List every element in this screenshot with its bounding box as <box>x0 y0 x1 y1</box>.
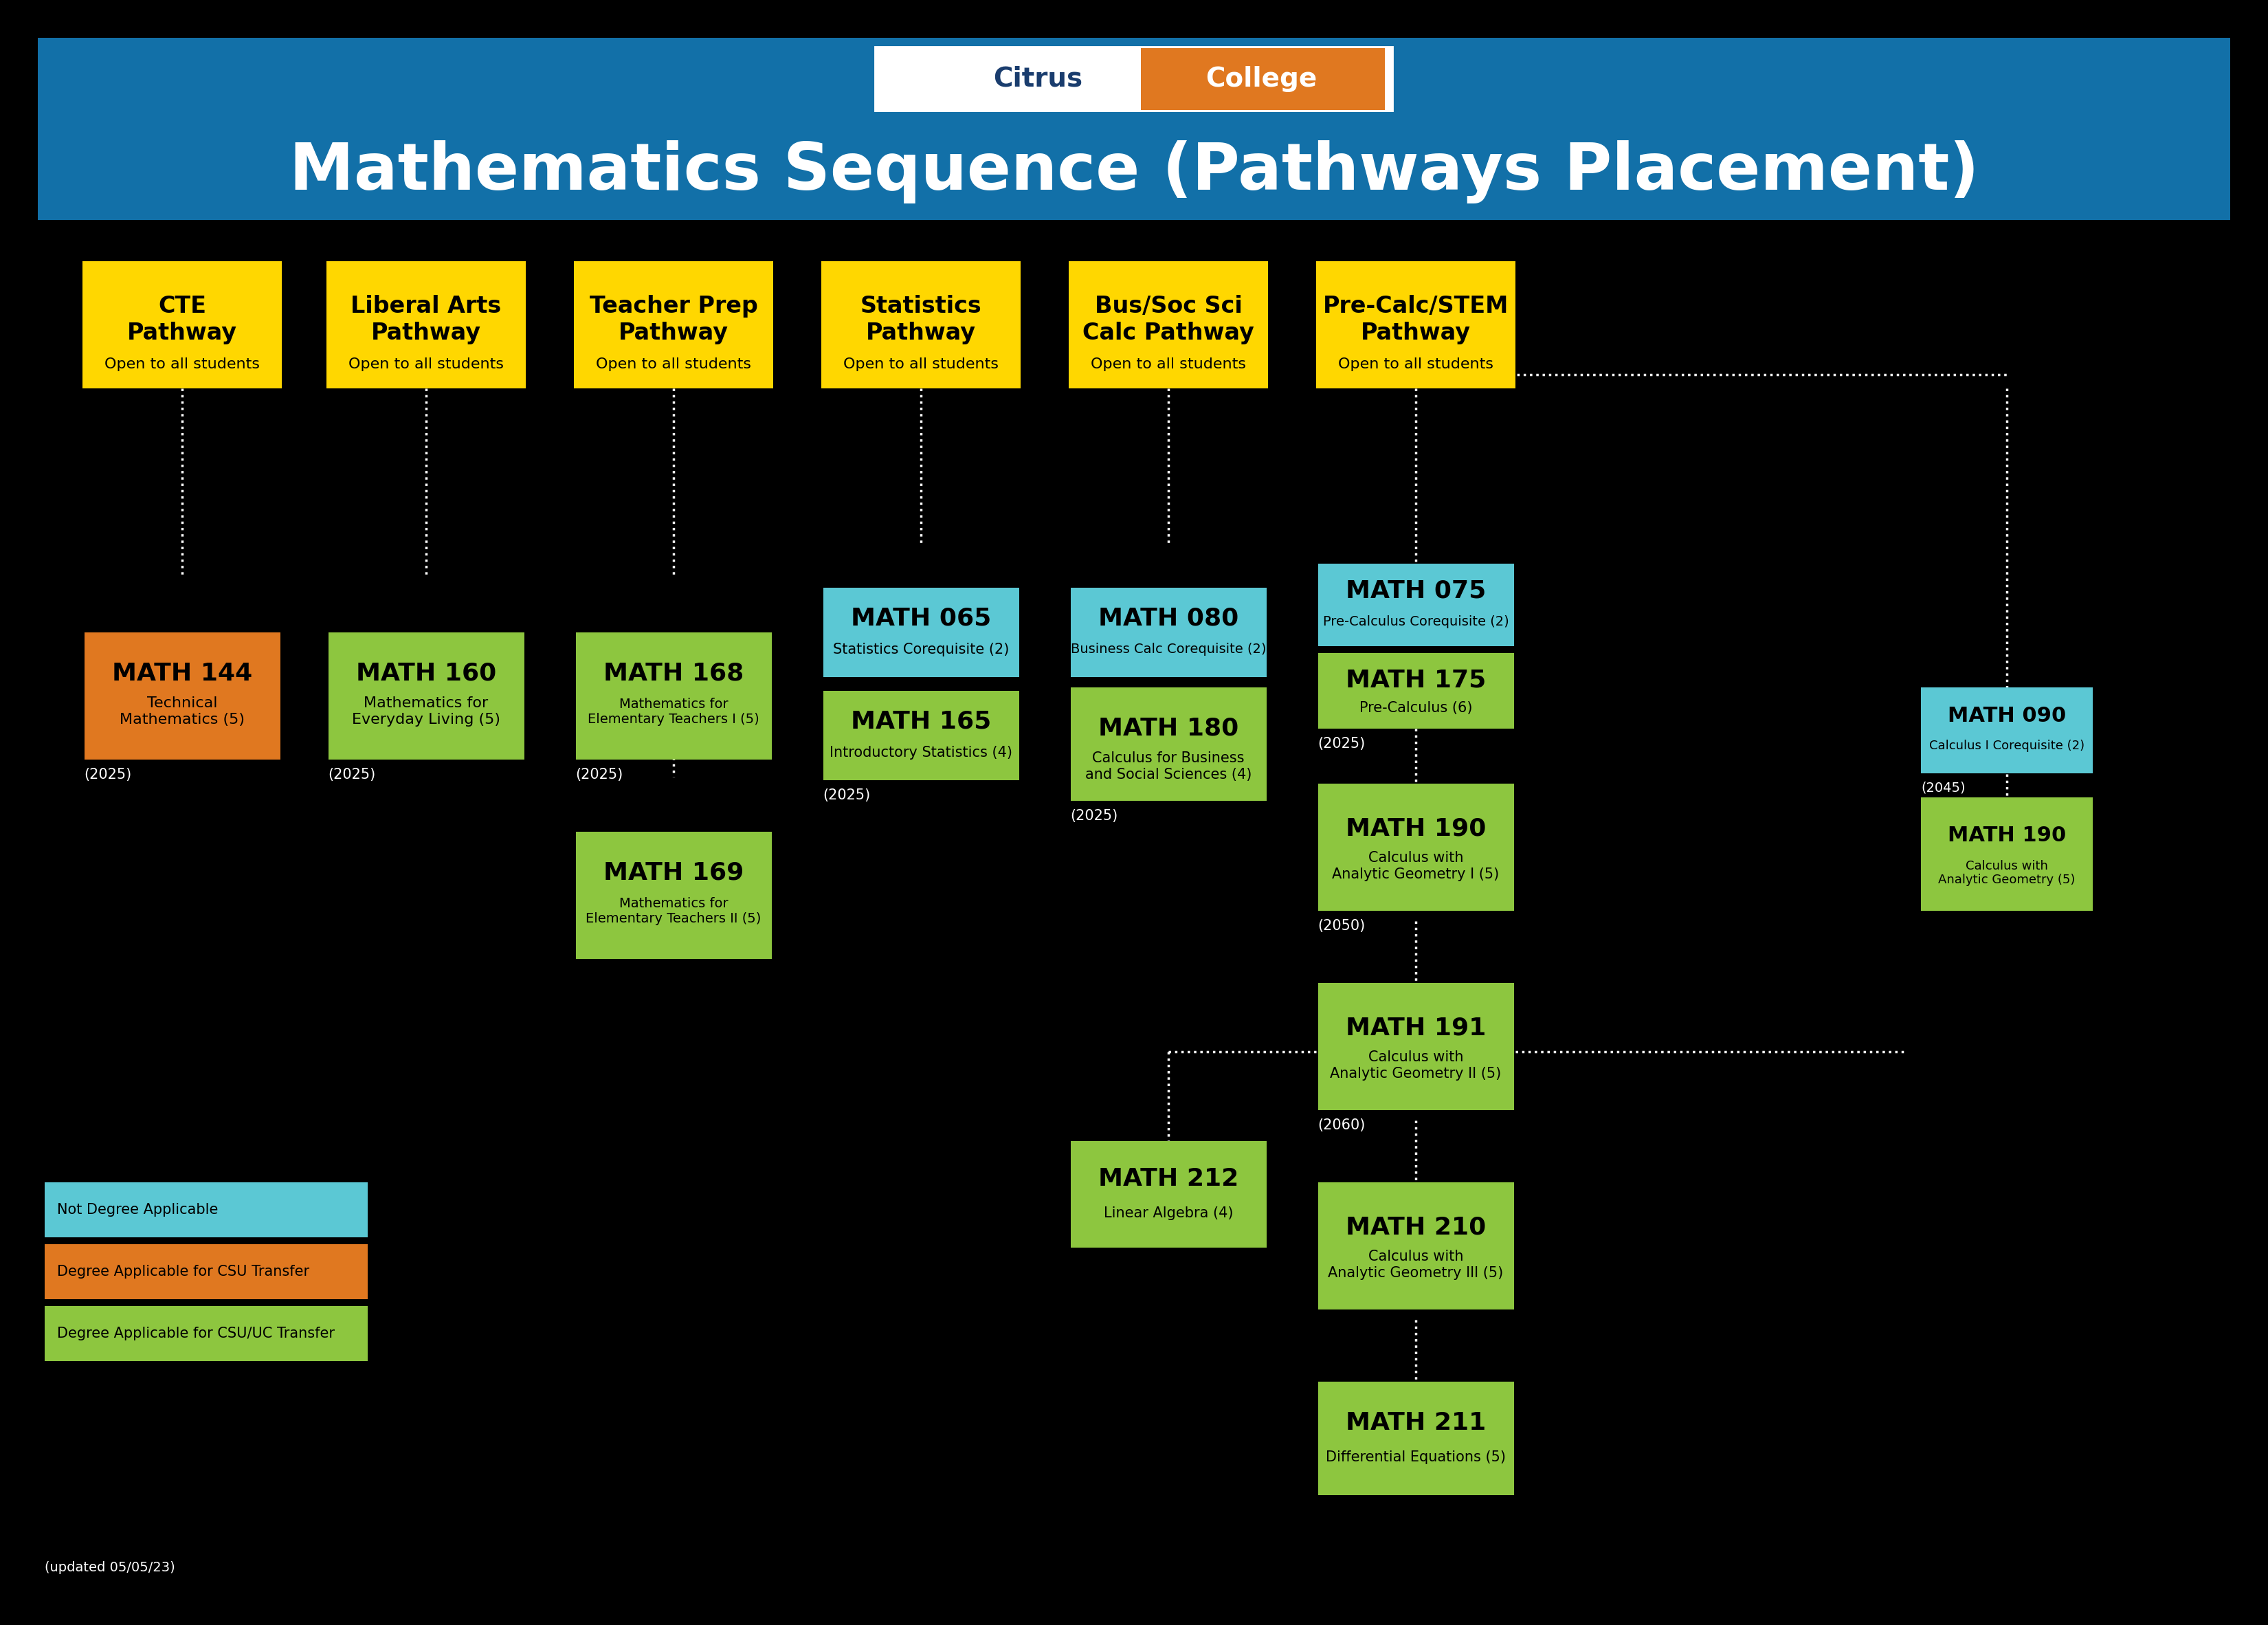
Text: (2045): (2045) <box>1921 782 1966 795</box>
Bar <box>39 37 2229 219</box>
Text: Calculus I Corequisite (2): Calculus I Corequisite (2) <box>1930 739 2084 752</box>
Text: MATH 169: MATH 169 <box>603 861 744 884</box>
Text: CTE
Pathway: CTE Pathway <box>127 296 238 344</box>
Text: MATH 211: MATH 211 <box>1345 1410 1486 1435</box>
Text: Pre-Calc/STEM
Pathway: Pre-Calc/STEM Pathway <box>1322 296 1508 344</box>
Text: Open to all students: Open to all students <box>349 358 503 371</box>
Text: Calculus for Business
and Social Sciences (4): Calculus for Business and Social Science… <box>1084 752 1252 782</box>
Bar <box>1318 783 1513 910</box>
Text: MATH 180: MATH 180 <box>1098 717 1238 741</box>
Bar <box>45 1245 367 1298</box>
Text: MATH 065: MATH 065 <box>850 608 991 630</box>
Text: Statistics Corequisite (2): Statistics Corequisite (2) <box>832 644 1009 656</box>
Bar <box>1318 983 1513 1110</box>
Text: (2025): (2025) <box>84 769 132 782</box>
Bar <box>1318 564 1513 647</box>
Text: Open to all students: Open to all students <box>104 358 261 371</box>
Bar <box>823 691 1018 780</box>
Text: (2025): (2025) <box>1070 809 1118 822</box>
Bar <box>823 588 1018 678</box>
Text: Open to all students: Open to all students <box>844 358 998 371</box>
Text: Calculus with
Analytic Geometry II (5): Calculus with Analytic Geometry II (5) <box>1329 1051 1501 1081</box>
Bar <box>45 1306 367 1362</box>
Bar <box>576 632 771 759</box>
Text: Mathematics Sequence (Pathways Placement): Mathematics Sequence (Pathways Placement… <box>288 140 1980 203</box>
Text: MATH 191: MATH 191 <box>1345 1016 1486 1040</box>
Text: Degree Applicable for CSU/UC Transfer: Degree Applicable for CSU/UC Transfer <box>57 1326 336 1341</box>
Text: College: College <box>1204 67 1318 93</box>
Bar <box>1068 262 1268 388</box>
Bar <box>1070 687 1266 801</box>
Text: Calculus with
Analytic Geometry I (5): Calculus with Analytic Geometry I (5) <box>1331 852 1499 881</box>
Bar <box>1141 49 1386 110</box>
Bar <box>327 262 526 388</box>
Text: (2050): (2050) <box>1318 920 1365 933</box>
Bar <box>574 262 773 388</box>
Bar <box>1318 1183 1513 1310</box>
Text: Business Calc Corequisite (2): Business Calc Corequisite (2) <box>1070 644 1266 656</box>
Text: Pre-Calculus Corequisite (2): Pre-Calculus Corequisite (2) <box>1322 616 1508 629</box>
Text: MATH 190: MATH 190 <box>1948 826 2066 845</box>
Bar <box>1070 588 1266 678</box>
Text: Statistics
Pathway: Statistics Pathway <box>860 296 982 344</box>
Bar <box>82 262 281 388</box>
Text: Bus/Soc Sci
Calc Pathway: Bus/Soc Sci Calc Pathway <box>1082 296 1254 344</box>
Text: Differential Equations (5): Differential Equations (5) <box>1327 1451 1506 1464</box>
Bar <box>821 262 1021 388</box>
Bar <box>45 1183 367 1237</box>
Text: MATH 190: MATH 190 <box>1345 817 1486 840</box>
Text: Liberal Arts
Pathway: Liberal Arts Pathway <box>352 296 501 344</box>
Text: Mathematics for
Elementary Teachers I (5): Mathematics for Elementary Teachers I (5… <box>587 697 760 725</box>
Text: Pre-Calculus (6): Pre-Calculus (6) <box>1359 700 1472 715</box>
Text: MATH 090: MATH 090 <box>1948 707 2066 726</box>
Text: MATH 075: MATH 075 <box>1345 580 1486 603</box>
Text: (2025): (2025) <box>576 769 624 782</box>
Text: MATH 144: MATH 144 <box>111 661 252 686</box>
Text: Teacher Prep
Pathway: Teacher Prep Pathway <box>590 296 758 344</box>
Text: Linear Algebra (4): Linear Algebra (4) <box>1105 1206 1234 1220</box>
Text: Not Degree Applicable: Not Degree Applicable <box>57 1202 218 1217</box>
Text: MATH 210: MATH 210 <box>1345 1215 1486 1238</box>
Bar <box>1921 798 2093 910</box>
Bar <box>1921 687 2093 773</box>
Text: MATH 080: MATH 080 <box>1098 608 1238 630</box>
Text: Calculus with
Analytic Geometry (5): Calculus with Analytic Geometry (5) <box>1939 860 2075 886</box>
Bar <box>1318 653 1513 728</box>
Text: (2025): (2025) <box>1318 736 1365 751</box>
Text: Open to all students: Open to all students <box>1091 358 1245 371</box>
Bar <box>576 832 771 959</box>
Text: Mathematics for
Everyday Living (5): Mathematics for Everyday Living (5) <box>352 697 501 726</box>
Text: MATH 160: MATH 160 <box>356 661 497 686</box>
Text: (2060): (2060) <box>1318 1118 1365 1133</box>
Bar <box>873 44 1395 114</box>
Text: (2025): (2025) <box>823 788 871 803</box>
Text: MATH 212: MATH 212 <box>1098 1167 1238 1191</box>
Text: Open to all students: Open to all students <box>1338 358 1492 371</box>
Text: (2025): (2025) <box>329 769 376 782</box>
Text: Degree Applicable for CSU Transfer: Degree Applicable for CSU Transfer <box>57 1264 308 1279</box>
Text: Introductory Statistics (4): Introductory Statistics (4) <box>830 746 1012 759</box>
Text: Mathematics for
Elementary Teachers II (5): Mathematics for Elementary Teachers II (… <box>585 897 762 925</box>
Text: (updated 05/05/23): (updated 05/05/23) <box>45 1560 175 1573</box>
Bar <box>1318 1381 1513 1495</box>
Bar <box>329 632 524 759</box>
Bar <box>84 632 279 759</box>
Text: Citrus: Citrus <box>993 67 1082 93</box>
Text: MATH 175: MATH 175 <box>1345 669 1486 692</box>
Text: Technical
Mathematics (5): Technical Mathematics (5) <box>120 697 245 726</box>
Text: Open to all students: Open to all students <box>596 358 751 371</box>
Text: MATH 165: MATH 165 <box>850 710 991 733</box>
Text: MATH 168: MATH 168 <box>603 661 744 686</box>
Bar <box>1315 262 1515 388</box>
Text: Calculus with
Analytic Geometry III (5): Calculus with Analytic Geometry III (5) <box>1329 1250 1504 1279</box>
Bar <box>1070 1141 1266 1248</box>
